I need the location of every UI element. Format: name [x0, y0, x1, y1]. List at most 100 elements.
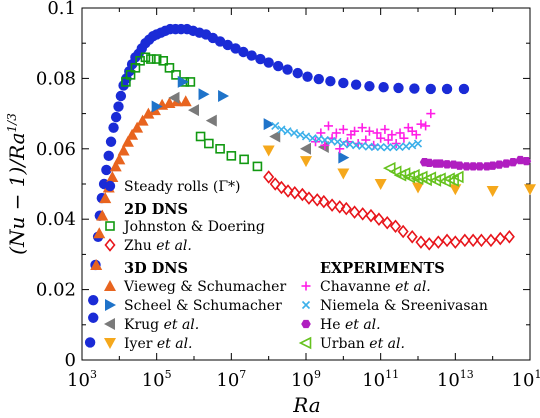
data-point	[90, 258, 103, 270]
marker-shape	[467, 233, 479, 248]
data-point	[373, 212, 385, 226]
x-tick-label: 1013	[437, 368, 474, 391]
data-point	[115, 90, 127, 102]
legend-marker	[104, 318, 115, 330]
marker-shape	[300, 156, 312, 168]
series-5	[168, 91, 329, 155]
data-point	[458, 83, 470, 95]
marker-shape	[301, 319, 311, 329]
data-point	[474, 162, 485, 171]
data-point	[468, 162, 478, 171]
data-point	[350, 126, 360, 136]
marker-shape	[188, 104, 199, 117]
data-point	[108, 122, 119, 133]
marker-shape	[142, 107, 155, 119]
marker-shape	[432, 235, 444, 249]
data-point	[271, 121, 280, 130]
data-point	[113, 101, 124, 112]
marker-shape	[301, 300, 311, 310]
legend-marker	[105, 221, 115, 231]
legend-label: Steady rolls (Γ*)	[124, 179, 241, 195]
series-1	[121, 52, 263, 172]
data-point	[395, 128, 405, 138]
legend-heading: 3D DNS	[124, 260, 188, 277]
marker-shape	[90, 258, 103, 270]
data-point	[99, 192, 112, 204]
marker-shape	[338, 77, 349, 89]
marker-shape	[318, 194, 330, 209]
marker-shape	[339, 139, 348, 148]
data-point	[411, 130, 421, 140]
marker-shape	[99, 192, 112, 204]
data-point	[103, 150, 114, 162]
data-point	[296, 130, 305, 139]
marker-shape	[168, 91, 180, 104]
y-tick-label: 0	[65, 350, 76, 371]
data-point	[382, 161, 396, 175]
marker-shape	[263, 170, 275, 184]
data-point	[376, 133, 386, 143]
marker-shape	[126, 128, 139, 140]
marker-shape	[408, 141, 417, 150]
data-point	[383, 143, 392, 152]
marker-shape	[300, 142, 311, 155]
marker-shape	[388, 165, 402, 178]
data-point	[238, 46, 249, 58]
marker-shape	[350, 79, 362, 90]
data-point	[425, 83, 436, 95]
marker-shape	[357, 207, 369, 221]
data-point	[272, 60, 284, 72]
marker-shape	[340, 201, 352, 216]
marker-shape	[325, 76, 336, 87]
data-point	[393, 82, 404, 94]
data-point	[524, 184, 536, 196]
data-point	[320, 135, 329, 145]
marker-shape	[204, 138, 214, 149]
marker-shape	[136, 114, 149, 126]
data-point	[126, 128, 139, 140]
data-point	[454, 161, 465, 170]
data-point	[381, 215, 393, 230]
series-9	[419, 155, 532, 171]
data-point	[146, 54, 156, 64]
legend-label: Iyer et al.	[124, 336, 193, 352]
data-point	[93, 227, 106, 239]
data-point	[179, 95, 192, 107]
data-point	[303, 191, 315, 205]
marker-shape	[415, 235, 427, 249]
data-point	[387, 130, 397, 140]
marker-shape	[113, 101, 124, 112]
data-point	[314, 134, 323, 144]
data-point	[320, 140, 330, 150]
data-point	[311, 193, 323, 207]
series-6	[262, 145, 536, 198]
data-point	[376, 142, 385, 152]
marker-shape	[413, 139, 423, 148]
data-point	[300, 156, 312, 168]
data-point	[340, 201, 352, 216]
marker-shape	[252, 161, 263, 172]
legend-marker	[301, 319, 311, 329]
data-point	[364, 80, 375, 92]
data-point	[350, 79, 362, 90]
data-point	[292, 67, 303, 79]
marker-shape	[382, 161, 396, 175]
series-4	[151, 75, 350, 164]
marker-shape	[283, 127, 292, 136]
legend-marker	[104, 338, 116, 349]
series-7	[311, 109, 436, 154]
data-point	[402, 142, 411, 151]
data-point	[413, 139, 423, 148]
marker-shape	[195, 131, 206, 142]
marker-shape	[474, 162, 485, 171]
data-point	[106, 170, 119, 182]
marker-shape	[358, 141, 367, 151]
legend-marker	[104, 238, 116, 252]
data-point	[226, 151, 237, 161]
marker-shape	[381, 215, 393, 230]
y-axis-label: (Nu − 1)/Ra1/3	[5, 113, 29, 255]
marker-shape	[277, 125, 286, 134]
marker-shape	[105, 136, 117, 147]
marker-shape	[337, 168, 350, 180]
data-point	[486, 186, 499, 198]
